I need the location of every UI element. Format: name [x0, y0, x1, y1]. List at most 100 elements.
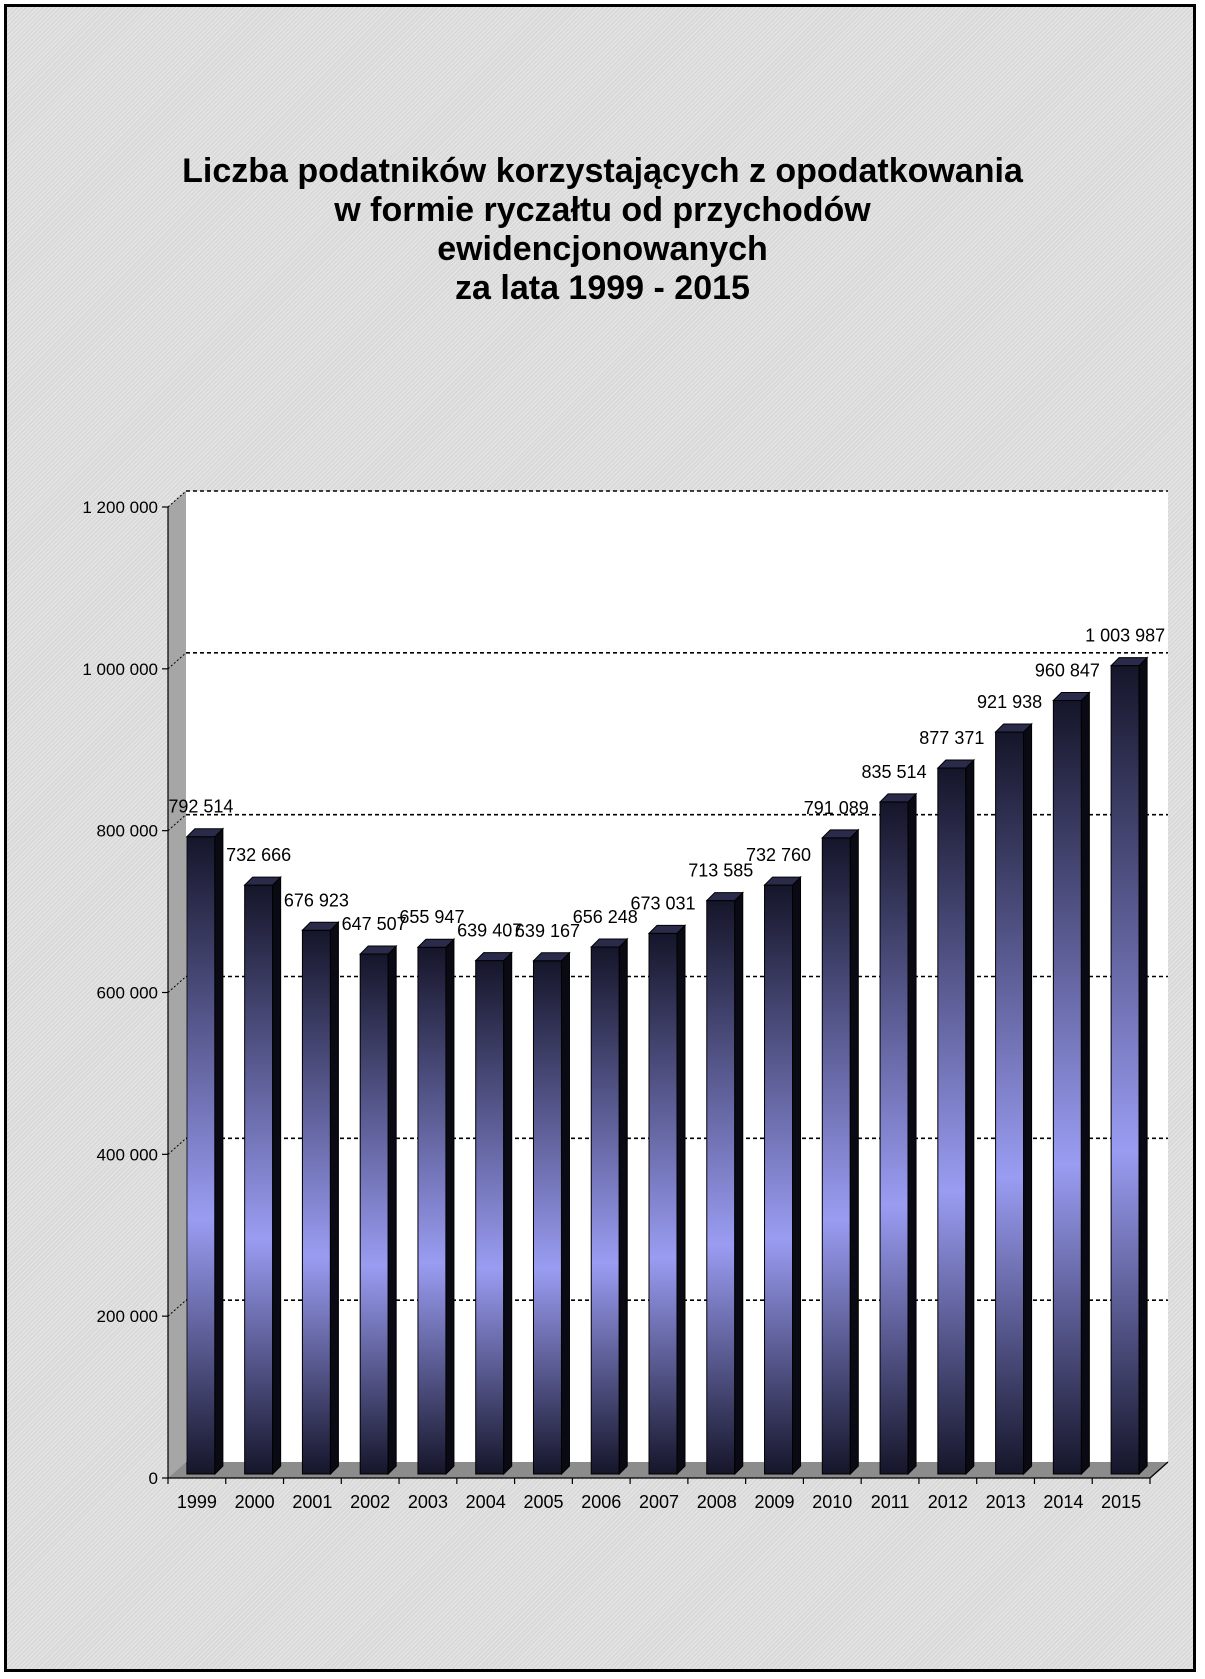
- bar-side: [907, 792, 917, 1476]
- x-tick-label: 2014: [1043, 1492, 1083, 1512]
- bar: [936, 758, 976, 1476]
- y-tick-label: 200 000: [97, 1307, 158, 1326]
- bar-front: [590, 946, 620, 1475]
- bar-top: [416, 938, 456, 948]
- bar-side: [849, 828, 859, 1476]
- data-label: 713 585: [688, 861, 753, 881]
- bar: [878, 792, 918, 1476]
- bar-front: [532, 960, 562, 1475]
- gridline-diagonal: [167, 976, 187, 993]
- bar-top: [936, 759, 976, 769]
- data-label: 877 371: [919, 728, 984, 748]
- bar-top: [1109, 657, 1149, 667]
- x-tick-label: 2010: [812, 1492, 852, 1512]
- bar-front: [301, 929, 331, 1475]
- x-tick-label: 2009: [755, 1492, 795, 1512]
- bar-front: [821, 837, 851, 1475]
- bar-front: [244, 884, 274, 1475]
- data-label: 676 923: [284, 890, 349, 910]
- bar-front: [475, 960, 505, 1475]
- bar-top: [474, 952, 513, 962]
- bar: [590, 937, 629, 1476]
- bar-side: [272, 875, 282, 1476]
- bar-top: [301, 921, 340, 931]
- bar-front: [879, 801, 909, 1475]
- bar-top: [358, 945, 398, 955]
- bar-side: [329, 921, 339, 1476]
- bar-front: [764, 884, 794, 1475]
- gridline-diagonal: [167, 490, 187, 508]
- x-tick-label: 2005: [523, 1492, 563, 1512]
- x-tick-label: 2001: [292, 1492, 332, 1512]
- bar: [821, 828, 860, 1476]
- x-tick-label: 2002: [350, 1492, 390, 1512]
- x-tick-label: 2011: [871, 1492, 910, 1512]
- bar-side: [1080, 691, 1090, 1476]
- bar-side: [1138, 656, 1148, 1476]
- bar-top: [532, 952, 571, 962]
- x-tick-label: 1999: [177, 1492, 217, 1512]
- x-tick-label: 2000: [235, 1492, 275, 1512]
- bar-side: [445, 938, 455, 1476]
- bar-top: [1052, 692, 1091, 702]
- bar-side: [734, 891, 744, 1476]
- data-label: 791 089: [804, 798, 869, 818]
- bar-side: [387, 944, 397, 1476]
- bar: [243, 875, 282, 1476]
- bar-top: [763, 876, 802, 886]
- y-tick-label: 1 000 000: [82, 660, 158, 679]
- data-label: 1 003 987: [1085, 626, 1165, 646]
- gridline-diagonal: [167, 1137, 187, 1155]
- x-tick-label: 2004: [466, 1492, 506, 1512]
- bar: [532, 951, 571, 1476]
- data-label: 656 248: [573, 907, 638, 927]
- bar-front: [417, 946, 447, 1475]
- y-tick-label: 600 000: [97, 984, 158, 1003]
- chart-title: Liczba podatników korzystających z opoda…: [182, 152, 1023, 307]
- bar-front: [995, 731, 1025, 1475]
- labels: 792 514 1999 732 666 2000 676 923 2001 647 507…: [168, 626, 1165, 1512]
- x-tick-label: 2013: [986, 1492, 1026, 1512]
- bar-top: [878, 793, 918, 803]
- bar-side: [503, 951, 513, 1476]
- data-label: 960 847: [1035, 661, 1100, 681]
- bars: [185, 656, 1149, 1476]
- bar: [1109, 656, 1149, 1476]
- gridline-diagonal: [167, 652, 187, 670]
- bar-top: [994, 723, 1033, 733]
- bar: [994, 722, 1033, 1476]
- bar-top: [590, 938, 629, 948]
- bar-side: [965, 758, 975, 1476]
- bar-front: [706, 900, 736, 1475]
- bar-front: [1110, 665, 1140, 1475]
- data-label: 921 938: [977, 692, 1042, 712]
- data-label: 639 167: [515, 921, 580, 941]
- bar-front: [359, 953, 389, 1475]
- data-label: 673 031: [630, 893, 695, 913]
- bar-front: [937, 767, 967, 1475]
- x-axis-depth: [1149, 1461, 1169, 1479]
- bar: [301, 921, 340, 1476]
- bar-side: [214, 827, 224, 1476]
- bar: [474, 951, 513, 1476]
- bar-side: [792, 875, 802, 1476]
- bar-top: [647, 924, 687, 934]
- x-tick-label: 2006: [581, 1492, 621, 1512]
- bar-top: [185, 828, 225, 838]
- data-label: 647 507: [342, 914, 407, 934]
- data-label: 835 514: [862, 762, 927, 782]
- bar-side: [676, 924, 686, 1476]
- bar-front: [186, 836, 216, 1475]
- data-label: 732 760: [746, 845, 811, 865]
- bar: [763, 875, 802, 1476]
- y-tick-label: 800 000: [97, 822, 158, 841]
- bar-top: [821, 829, 860, 839]
- x-tick-label: 2015: [1101, 1492, 1141, 1512]
- bar: [1052, 691, 1091, 1476]
- bar-side: [560, 951, 570, 1476]
- y-tick-label: 0: [149, 1469, 158, 1488]
- gridline-diagonal: [167, 1299, 187, 1317]
- bar-top: [243, 876, 282, 886]
- bar: [185, 827, 225, 1476]
